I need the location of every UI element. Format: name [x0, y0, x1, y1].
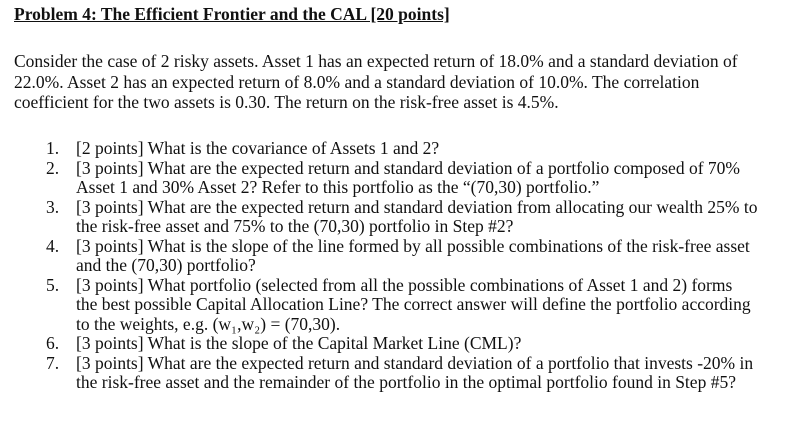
problem-title: Problem 4: The Efficient Frontier and th… — [14, 4, 450, 24]
question-number: 3. — [46, 196, 60, 217]
question-text: [2 points] What is the covariance of Ass… — [76, 138, 440, 158]
question-item: 3. [3 points] What are the expected retu… — [0, 196, 809, 237]
question-item: 5. [3 points] What portfolio (selected f… — [0, 274, 809, 335]
question-number: 5. — [46, 274, 60, 295]
question-text: [3 points] What is the slope of the line… — [76, 235, 750, 256]
intro-line: coefficient for the two assets is 0.30. … — [14, 92, 559, 112]
question-text: the risk-free asset and 75% to the (70,3… — [76, 216, 514, 236]
intro-line: 22.0%. Asset 2 has an expected return of… — [14, 71, 700, 92]
question-item: 2. [3 points] What are the expected retu… — [0, 157, 809, 198]
question-number: 4. — [46, 235, 60, 256]
question-number: 6. — [46, 333, 60, 353]
problem-intro: Consider the case of 2 risky assets. Ass… — [14, 51, 804, 113]
intro-line: Consider the case of 2 risky assets. Ass… — [14, 51, 738, 71]
question-item: 1. [2 points] What is the covariance of … — [0, 138, 809, 159]
question-item: 6. [3 points] What is the slope of the C… — [0, 333, 809, 354]
question-text: [3 points] What are the expected return … — [76, 352, 754, 373]
question-number: 2. — [46, 157, 60, 178]
question-number: 7. — [46, 352, 60, 373]
question-number: 1. — [46, 138, 60, 158]
question-item: 7. [3 points] What are the expected retu… — [0, 352, 809, 393]
question-text: the best possible Capital Allocation Lin… — [76, 294, 751, 314]
question-text: [3 points] What are the expected return … — [76, 157, 740, 178]
question-text: Asset 1 and 30% Asset 2? Refer to this p… — [76, 177, 600, 197]
question-list: 1. [2 points] What is the covariance of … — [0, 138, 809, 393]
question-text: the risk-free asset and the remainder of… — [76, 372, 736, 392]
question-text: and the (70,30) portfolio? — [76, 255, 256, 275]
question-text: to the weights, e.g. (w₁,w₂) = (70,30). — [76, 313, 341, 334]
question-text: [3 points] What portfolio (selected from… — [76, 274, 733, 295]
question-text: [3 points] What is the slope of the Capi… — [76, 333, 522, 353]
question-item: 4. [3 points] What is the slope of the l… — [0, 235, 809, 276]
question-text: [3 points] What are the expected return … — [76, 196, 758, 217]
